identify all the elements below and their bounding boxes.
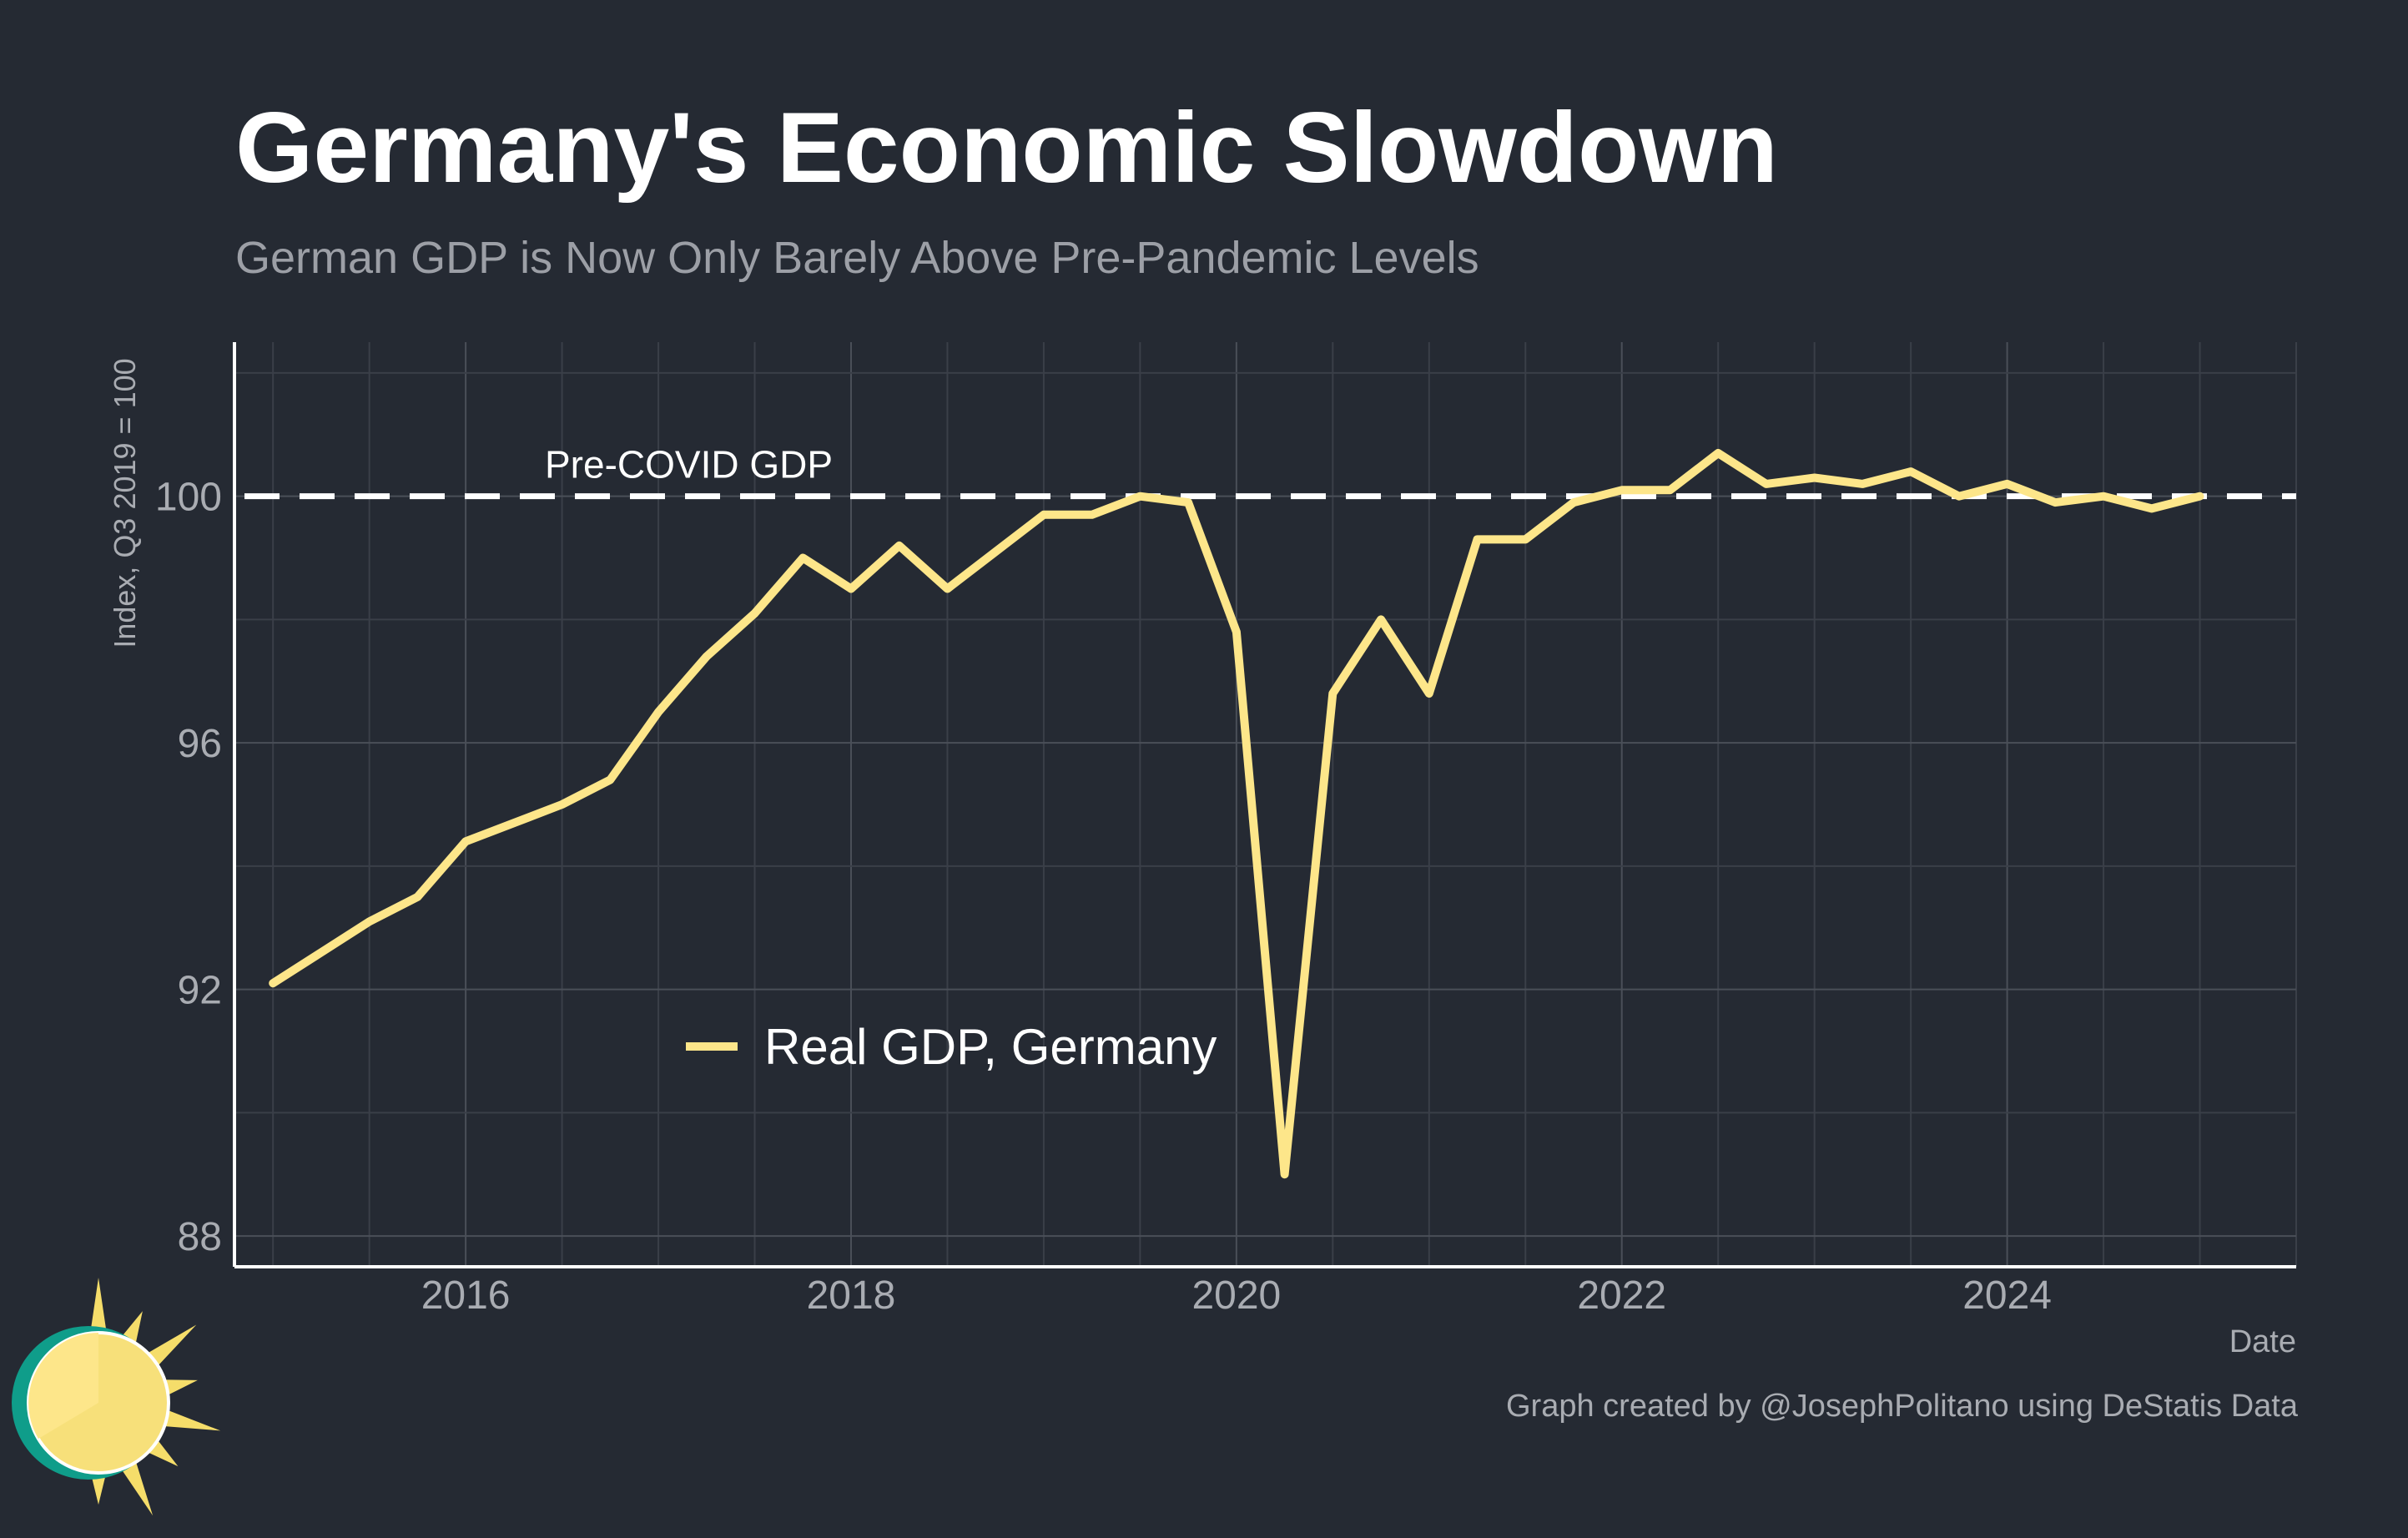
source-credit: Graph created by @JosephPolitano using D… (1506, 1389, 2298, 1424)
series-group (269, 449, 2204, 1179)
sun-logo-icon (12, 1278, 221, 1516)
sun-ray-icon (119, 1459, 154, 1516)
x-axis-label: Date (2229, 1324, 2296, 1359)
x-tick-label: 2024 (1962, 1273, 2052, 1318)
sun-ray-icon (161, 1379, 198, 1397)
chart-subtitle: German GDP is Now Only Barely Above Pre-… (235, 233, 1479, 283)
x-tick-label: 2018 (807, 1273, 896, 1318)
pre-covid-label: Pre-COVID GDP (545, 443, 833, 487)
legend-label: Real GDP, Germany (764, 1019, 1217, 1075)
x-tick-label: 2022 (1577, 1273, 1666, 1318)
sun-ray-icon (89, 1278, 108, 1337)
series-line-real-gdp (269, 449, 2204, 1179)
y-tick-label: 92 (178, 969, 222, 1013)
axes (233, 342, 2296, 1268)
y-tick-label: 96 (178, 722, 222, 766)
grid-lines (234, 342, 2297, 1267)
y-tick-label: 100 (155, 476, 222, 520)
x-tick-label: 2016 (421, 1273, 511, 1318)
sun-shade-icon (28, 1333, 98, 1439)
y-axis-label: Index, Q3 2019 = 100 (108, 358, 142, 648)
sun-ray-icon (144, 1324, 197, 1369)
x-tick-labels: 2016 2018 2020 2022 2024 (421, 1273, 2052, 1318)
x-tick-label: 2020 (1191, 1273, 1281, 1318)
sun-ray-icon (161, 1409, 221, 1431)
legend: Real GDP, Germany (686, 1019, 1217, 1075)
y-tick-label: 88 (178, 1215, 222, 1259)
y-tick-labels: 88 92 96 100 (155, 476, 222, 1259)
chart-title: Germany's Economic Slowdown (235, 92, 1778, 204)
